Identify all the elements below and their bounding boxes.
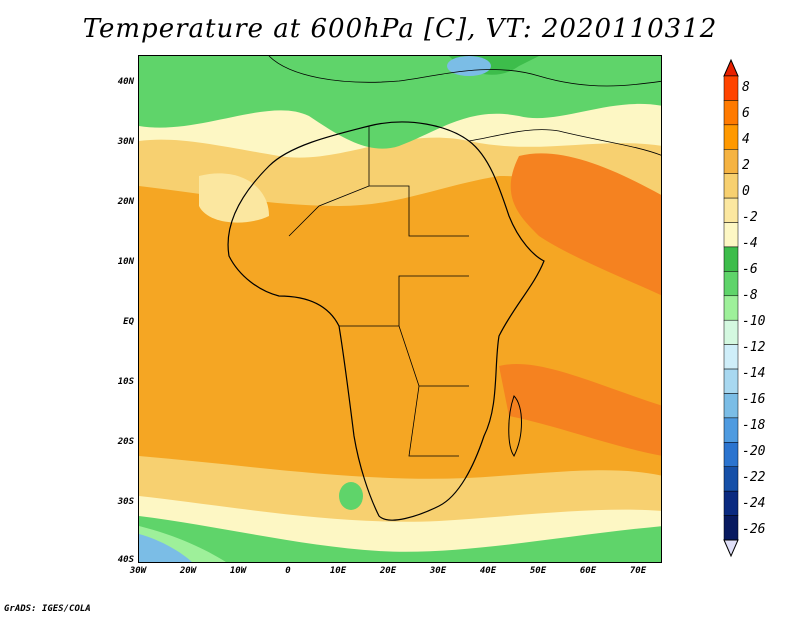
- north-green-field: [139, 56, 661, 149]
- colorbar-label: -18: [742, 418, 766, 433]
- colorbar-label: 2: [742, 158, 750, 173]
- colorbar-label: -20: [742, 444, 766, 459]
- madagascar-outline: [508, 395, 522, 457]
- colorbar-label: -24: [742, 496, 766, 511]
- colorbar-label: -4: [742, 236, 758, 251]
- colorbar-label: -8: [742, 288, 758, 303]
- lon-label: 70E: [629, 566, 647, 576]
- lon-label: 30E: [429, 566, 447, 576]
- lat-label: 30N: [117, 137, 134, 147]
- arabia-warm-field: [510, 153, 661, 296]
- colorbar-swatch: [723, 466, 739, 492]
- colorbar-swatch: [723, 124, 739, 150]
- colorbar-label: -10: [742, 314, 766, 329]
- europe-coast: [268, 56, 661, 87]
- colorbar-swatch: [723, 344, 739, 370]
- lat-label: 40N: [117, 77, 134, 87]
- lon-label: 0: [285, 566, 291, 576]
- south-green-field: [139, 516, 661, 562]
- lat-label: 20N: [117, 197, 134, 207]
- colorbar-swatch: [723, 173, 739, 199]
- colorbar-swatch: [723, 442, 739, 467]
- lon-label: 30W: [129, 566, 147, 576]
- colorbar-swatch: [723, 515, 739, 541]
- colorbar-label: -22: [742, 470, 766, 485]
- colorbar-swatch: [723, 295, 739, 321]
- lat-label: 40S: [117, 555, 134, 565]
- lat-label: 20S: [117, 437, 134, 447]
- lon-label: 40E: [479, 566, 497, 576]
- colorbar-label: 4: [742, 132, 750, 147]
- colorbar-label: -16: [742, 392, 766, 407]
- lat-label: 10N: [117, 257, 134, 267]
- lon-label: 10E: [329, 566, 347, 576]
- lat-label: EQ: [123, 317, 134, 327]
- colorbar-label: -14: [742, 366, 766, 381]
- lat-label: 30S: [117, 497, 134, 507]
- temperature-map: [138, 55, 662, 563]
- lat-label: 10S: [117, 377, 134, 387]
- colorbar-swatch: [723, 197, 739, 223]
- colorbar-swatch: [723, 417, 739, 443]
- map-svg: [139, 56, 661, 562]
- colorbar-swatch: [723, 75, 739, 101]
- arabia-outline: [468, 129, 661, 156]
- lon-label: 10W: [229, 566, 247, 576]
- colorbar-swatch: [723, 393, 739, 419]
- colorbar-label: 0: [742, 184, 750, 199]
- map-title: Temperature at 600hPa [C], VT: 202011031…: [82, 14, 718, 44]
- lon-label: 50E: [529, 566, 547, 576]
- south-cold-field: [139, 534, 192, 562]
- south-africa-cool-spot: [339, 482, 363, 510]
- colorbar-label: -2: [742, 210, 758, 225]
- colorbar-label: 6: [742, 106, 750, 121]
- lon-label: 20E: [379, 566, 397, 576]
- colorbar-label: 8: [742, 80, 750, 95]
- colorbar-label: -12: [742, 340, 766, 355]
- colorbar-swatch: [723, 149, 739, 174]
- lon-label: 60E: [579, 566, 597, 576]
- colorbar-top-arrow: [723, 58, 739, 77]
- colorbar-swatch: [723, 490, 739, 516]
- colorbar-swatch: [723, 222, 739, 248]
- colorbar-bottom-arrow: [723, 539, 739, 558]
- colorbar-swatch: [723, 368, 739, 394]
- colorbar-swatch: [723, 271, 739, 297]
- colorbar-swatch: [723, 319, 739, 345]
- lon-label: 20W: [179, 566, 197, 576]
- north-cold-spot: [447, 56, 491, 76]
- colorbar-swatch: [723, 246, 739, 272]
- colorbar-label: -26: [742, 522, 766, 537]
- colorbar-label: -6: [742, 262, 758, 277]
- country-borders: [288, 126, 469, 457]
- colorbar-swatch: [723, 100, 739, 126]
- colorbar: [723, 58, 739, 558]
- indian-ocean-warm-field: [499, 364, 661, 456]
- grads-credit: GrADS: IGES/COLA: [4, 604, 91, 614]
